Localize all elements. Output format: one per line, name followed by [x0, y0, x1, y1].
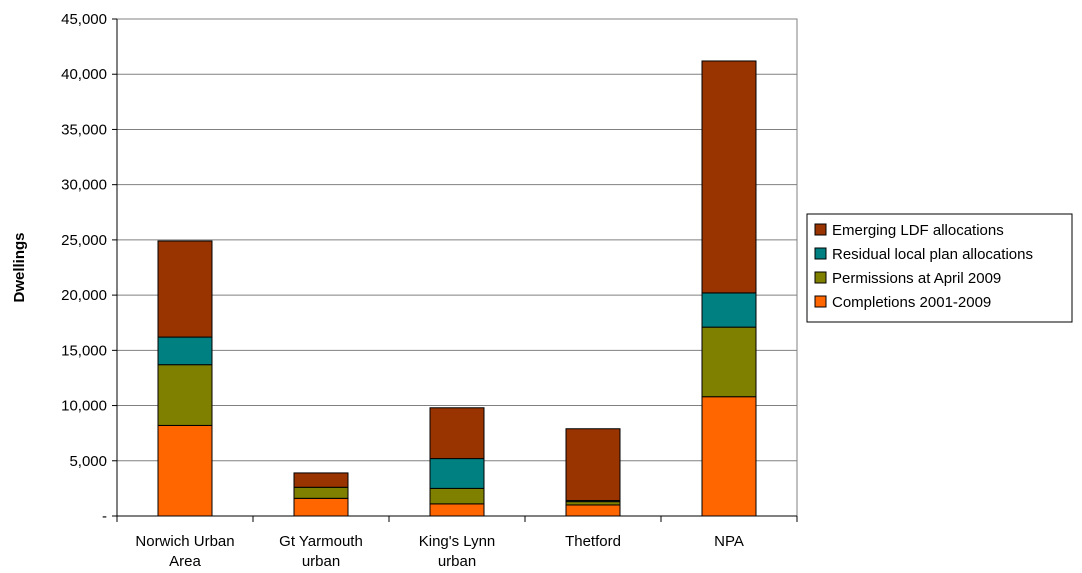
bar-segment	[157, 240, 213, 338]
legend-label: Completions 2001-2009	[832, 294, 991, 311]
bar-segment	[429, 458, 485, 489]
y-tick-label: 45,000	[61, 11, 107, 28]
y-tick-label: 40,000	[61, 66, 107, 83]
bar-segment	[701, 396, 757, 517]
x-category-label: Thetford	[565, 533, 621, 550]
gridlines	[117, 18, 797, 462]
x-category-label: Gt Yarmouth urban	[279, 533, 363, 570]
bar-segment	[293, 497, 349, 517]
y-tick-label: 10,000	[61, 398, 107, 415]
y-tick-label: 35,000	[61, 121, 107, 138]
bar-segment	[701, 60, 757, 294]
y-axis-label: Dwellings	[11, 232, 28, 302]
bar-segment	[429, 407, 485, 460]
legend-swatch	[814, 295, 827, 308]
bar-segment	[701, 326, 757, 398]
bar-segment	[157, 364, 213, 426]
y-tick-label: 25,000	[61, 232, 107, 249]
legend-label: Permissions at April 2009	[832, 270, 1001, 287]
bar-segment	[293, 486, 349, 499]
bar-segment	[429, 503, 485, 517]
bar-segment	[157, 336, 213, 366]
bar-segment	[565, 428, 621, 502]
y-tick-label: 5,000	[69, 453, 107, 470]
bar-segment	[429, 487, 485, 505]
bars	[157, 60, 757, 517]
y-tick-labels: - 5,000 10,000 15,000 20,000 25,000 30,000 35,0…	[61, 11, 107, 525]
bar-segment	[293, 472, 349, 488]
x-category-label: King's Lynn urban	[419, 533, 496, 570]
x-category-labels: Norwich Urban Area Gt Yarmouth urban King's …	[135, 533, 743, 570]
axes	[112, 18, 798, 522]
legend-label: Residual local plan allocations	[832, 246, 1033, 263]
y-tick-label: 30,000	[61, 177, 107, 194]
legend-swatch	[814, 223, 827, 236]
legend-box	[806, 213, 1073, 323]
legend-swatch	[814, 271, 827, 284]
bar-segment	[157, 424, 213, 517]
x-category-label: NPA	[714, 533, 744, 550]
legend: Emerging LDF allocations Residual local p…	[806, 213, 1073, 323]
legend-swatch	[814, 247, 827, 260]
y-tick-label: 15,000	[61, 342, 107, 359]
legend-label: Emerging LDF allocations	[832, 222, 1004, 239]
y-tick-label: -	[102, 508, 107, 525]
bar-segment	[565, 504, 621, 517]
bar-segment	[701, 292, 757, 328]
x-category-label: Norwich Urban Area	[135, 533, 234, 570]
y-tick-label: 20,000	[61, 287, 107, 304]
